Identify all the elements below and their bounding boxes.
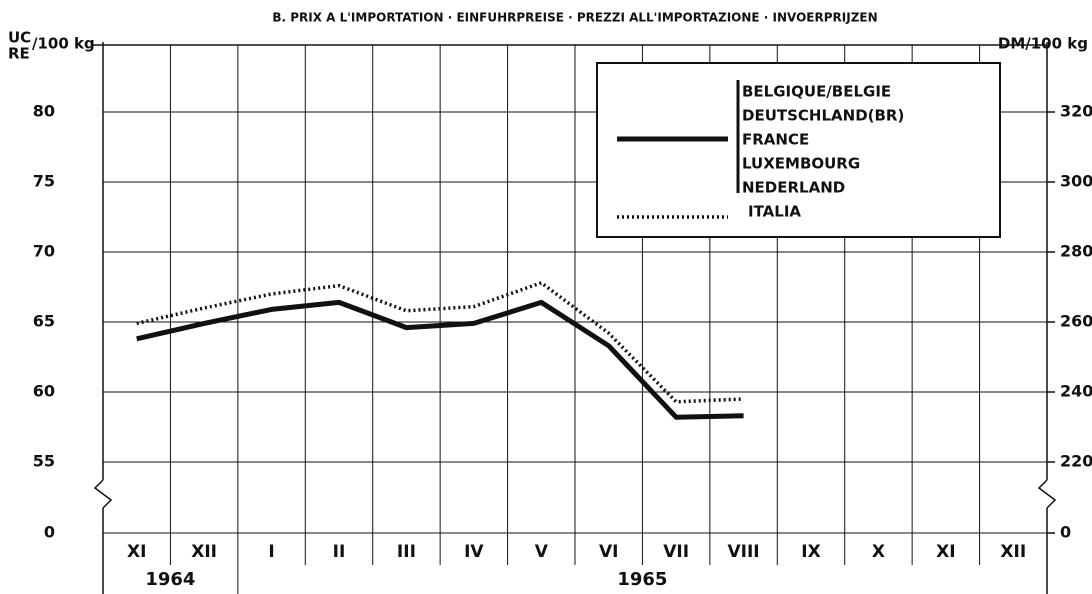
x-tick-label: IX <box>801 542 820 562</box>
legend-label: LUXEMBOURG <box>742 155 860 173</box>
y-tick-label: 55 <box>33 452 55 471</box>
series-line <box>136 281 744 404</box>
y-tick-label: 65 <box>33 312 55 331</box>
x-tick-label: XII <box>191 542 217 562</box>
y2-tick-label: 280 <box>1060 242 1092 261</box>
y-label-top: UC <box>8 29 31 47</box>
legend-label: FRANCE <box>742 131 809 149</box>
x-tick-label: III <box>397 542 416 562</box>
axis-break <box>93 479 113 509</box>
x-tick-label: I <box>268 542 274 562</box>
y-label-bottom: RE <box>8 45 30 63</box>
y2-label: DM/100 kg <box>998 35 1088 53</box>
legend-label: ITALIA <box>748 203 801 221</box>
axis-break <box>1037 479 1057 509</box>
legend-label: BELGIQUE/BELGIE <box>742 83 891 101</box>
x-tick-label: IV <box>464 542 484 562</box>
y-tick-label: 75 <box>33 172 55 191</box>
y2-tick-label: 0 <box>1060 523 1071 542</box>
legend-label: NEDERLAND <box>742 179 845 197</box>
x-tick-label: VIII <box>728 542 760 562</box>
legend-label: DEUTSCHLAND(BR) <box>742 107 904 125</box>
chart-title: B. PRIX A L'IMPORTATION · EINFUHRPREISE … <box>272 11 877 25</box>
series-line <box>136 299 744 420</box>
y-tick-label: 60 <box>33 382 55 401</box>
x-tick-label: II <box>333 542 346 562</box>
y2-tick-label: 240 <box>1060 382 1092 401</box>
y2-tick-label: 320 <box>1060 102 1092 121</box>
y-tick-label: 0 <box>44 523 55 542</box>
group-label: 1965 <box>617 569 667 590</box>
x-tick-label: X <box>872 542 885 562</box>
legend-box <box>596 62 1001 238</box>
y2-tick-label: 260 <box>1060 312 1092 331</box>
x-tick-label: VI <box>599 542 618 562</box>
y2-tick-label: 300 <box>1060 172 1092 191</box>
x-tick-label: XII <box>1000 542 1026 562</box>
y-tick-label: 70 <box>33 242 55 261</box>
y-label-unit: /100 kg <box>32 35 95 53</box>
group-label: 1964 <box>145 569 195 590</box>
y-tick-label: 80 <box>33 102 55 121</box>
y2-tick-label: 220 <box>1060 452 1092 471</box>
x-tick-label: XI <box>936 542 955 562</box>
x-tick-label: XI <box>127 542 146 562</box>
x-tick-label: V <box>535 542 549 562</box>
x-tick-label: VII <box>663 542 689 562</box>
